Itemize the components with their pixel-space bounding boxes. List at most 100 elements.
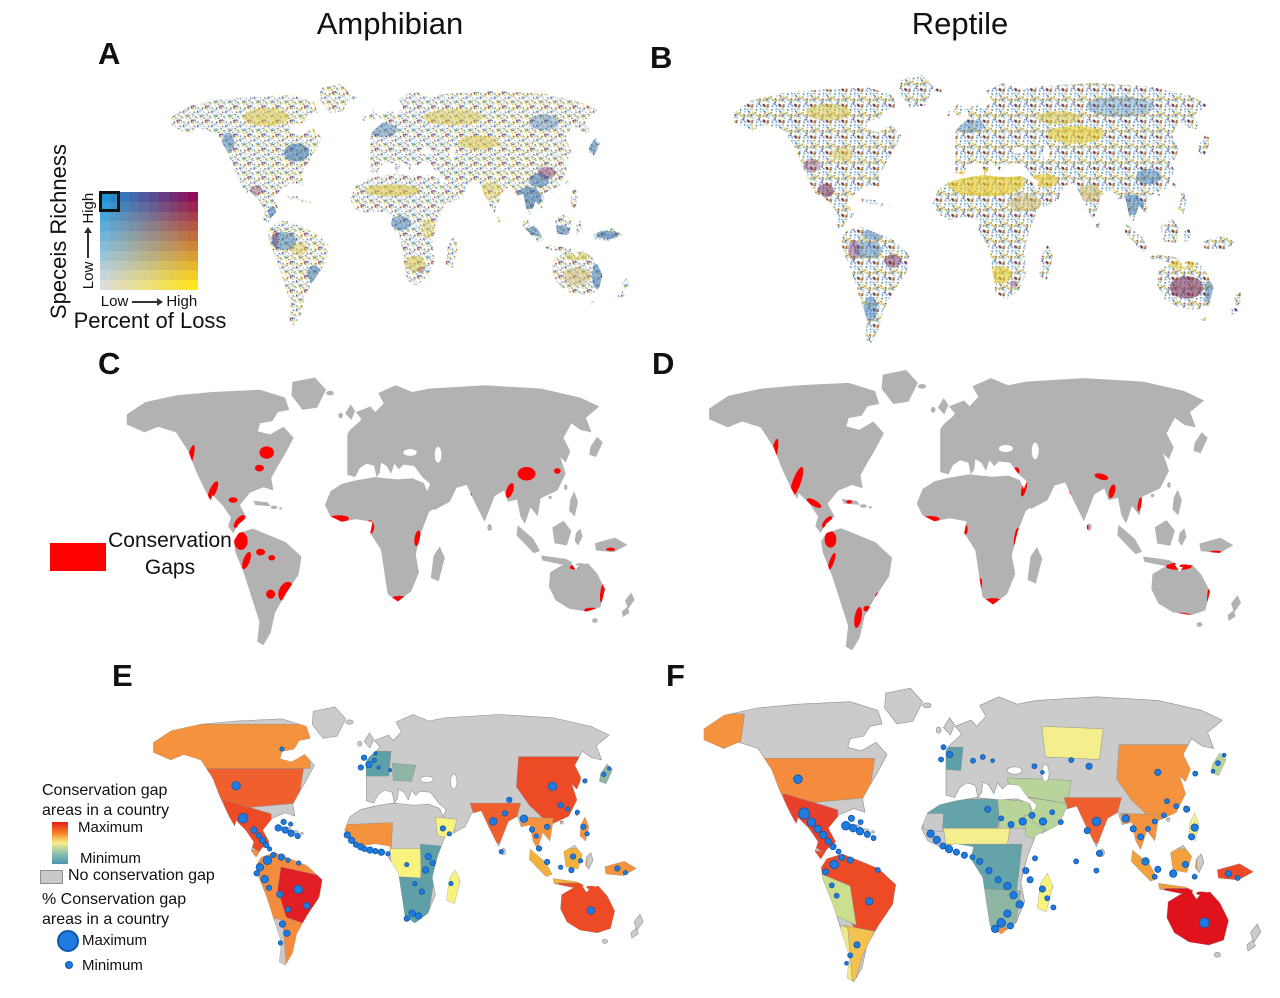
bivariate-cell <box>158 250 169 261</box>
bivariate-cell <box>188 280 198 290</box>
gradient-max-label: Maximum <box>78 819 144 836</box>
map-amphibian-richness-loss <box>171 83 630 326</box>
bivariate-cell <box>109 192 120 202</box>
pct-max-circle-icon <box>57 930 79 952</box>
bivariate-cell <box>100 221 110 232</box>
map-reptile-country-gaps <box>703 687 1262 983</box>
bivariate-cell <box>129 241 140 251</box>
bivariate-cell <box>188 201 198 212</box>
bivariate-cell <box>100 201 110 212</box>
bivariate-cell <box>168 231 179 241</box>
bivariate-cell <box>100 192 110 202</box>
bivariate-cell <box>188 260 198 271</box>
bivariate-cell <box>178 250 189 261</box>
bivariate-cell <box>109 270 120 281</box>
bivariate-cell <box>109 280 120 290</box>
bivariate-cell <box>119 201 130 212</box>
bivariate-cell <box>178 270 189 281</box>
gradient-min-label: Minimum <box>80 850 141 867</box>
bivariate-cell <box>129 231 140 241</box>
bivariate-cell <box>168 270 179 281</box>
bivariate-cell <box>188 211 198 222</box>
bivariate-cell <box>178 280 189 290</box>
bivariate-cell <box>129 280 140 290</box>
bivariate-cell <box>129 211 140 222</box>
bivariate-cell <box>139 260 149 271</box>
bivariate-cell <box>149 201 159 212</box>
bivariate-cell <box>139 270 149 281</box>
conservation-gap-label-line1: Conservation <box>108 529 232 552</box>
country-gap-gradient-bar <box>52 822 68 864</box>
bivariate-cell <box>149 221 159 232</box>
bivariate-cell <box>119 250 130 261</box>
bivariate-cell <box>119 280 130 290</box>
bivariate-cell <box>109 241 120 251</box>
bivariate-cell <box>158 211 169 222</box>
bivariate-cell <box>139 231 149 241</box>
conservation-gap-label-line2: Gaps <box>144 556 196 579</box>
bivariate-cell <box>188 241 198 251</box>
bivariate-cell <box>109 231 120 241</box>
pct-min-circle-icon <box>65 961 73 969</box>
map-amphibian-conservation-gaps <box>126 377 635 646</box>
bivariate-cell <box>168 241 179 251</box>
bivariate-color-matrix <box>100 192 198 290</box>
bivariate-cell <box>149 260 159 271</box>
bivariate-cell <box>139 192 149 202</box>
pct-max-label: Maximum <box>82 932 148 949</box>
bivariate-cell <box>139 221 149 232</box>
bivariate-cell <box>129 270 140 281</box>
bivariate-cell <box>178 201 189 212</box>
bivariate-cell <box>149 231 159 241</box>
bivariate-cell <box>158 270 169 281</box>
no-gap-swatch <box>40 870 63 884</box>
bivariate-cell <box>158 241 169 251</box>
bivariate-cell <box>168 201 179 212</box>
bivariate-highlight-cell <box>99 191 120 212</box>
bivariate-cell <box>109 221 120 232</box>
bivariate-cell <box>168 260 179 271</box>
no-gap-label: No conservation gap <box>68 867 215 884</box>
bivariate-cell <box>158 260 169 271</box>
bivariate-cell <box>129 250 140 261</box>
bivariate-cell <box>178 260 189 271</box>
bivariate-cell <box>139 280 149 290</box>
bivariate-cell <box>119 211 130 222</box>
bivariate-cell <box>100 241 110 251</box>
bivariate-cell <box>188 270 198 281</box>
pct-min-label: Minimum <box>82 957 143 974</box>
bivariate-cell <box>119 260 130 271</box>
bivariate-cell <box>168 250 179 261</box>
bivariate-cell <box>100 270 110 281</box>
pct-gap-title-line2: areas in a country <box>42 911 170 928</box>
bivariate-cell <box>158 221 169 232</box>
pct-gap-title-line1: % Conservation gap <box>42 891 187 908</box>
map-reptile-conservation-gaps <box>709 369 1242 651</box>
bivariate-cell <box>168 192 179 202</box>
bivariate-cell <box>100 260 110 271</box>
country-gap-title-line2: areas in a country <box>42 802 170 819</box>
bivariate-cell <box>168 280 179 290</box>
map-reptile-richness-loss <box>734 75 1244 344</box>
bivariate-cell <box>178 231 189 241</box>
yaxis-low-label: Low <box>79 261 97 290</box>
bivariate-cell <box>139 241 149 251</box>
bivariate-cell <box>139 201 149 212</box>
bivariate-cell <box>149 280 159 290</box>
bivariate-cell <box>139 250 149 261</box>
bivariate-cell <box>178 221 189 232</box>
bivariate-cell <box>100 250 110 261</box>
bivariate-cell <box>188 231 198 241</box>
xaxis-high-label: High <box>166 293 198 310</box>
bivariate-cell <box>178 241 189 251</box>
bivariate-cell <box>158 192 169 202</box>
bivariate-cell <box>100 211 110 222</box>
bivariate-cell <box>100 231 110 241</box>
richness-yaxis-scale: Low High <box>79 192 97 290</box>
richness-xaxis-scale: Low High <box>100 293 198 310</box>
conservation-gap-swatch <box>50 543 106 571</box>
bivariate-cell <box>188 192 198 202</box>
xaxis-low-label: Low <box>100 293 129 310</box>
bivariate-cell <box>119 192 130 202</box>
